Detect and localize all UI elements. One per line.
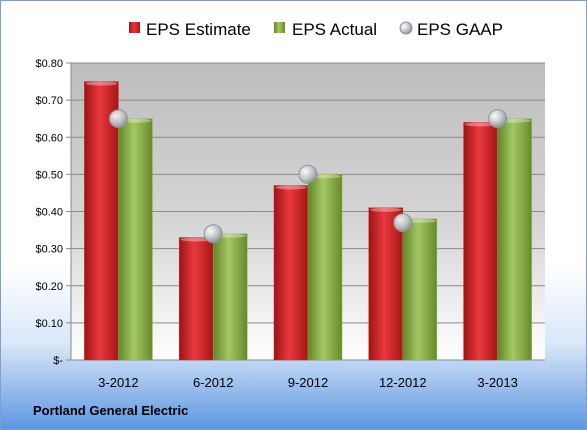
x-tick-label: 6-2012 bbox=[193, 375, 233, 390]
estimate-bar bbox=[368, 207, 404, 361]
estimate-bar bbox=[273, 185, 309, 361]
gaap-marker bbox=[108, 109, 128, 129]
y-tick-label: $0.10 bbox=[35, 318, 63, 330]
x-tick-label: 9-2012 bbox=[288, 375, 328, 390]
company-name: Portland General Electric bbox=[33, 403, 189, 418]
gaap-markers bbox=[108, 109, 508, 244]
estimate-bar-top bbox=[464, 122, 497, 127]
y-tick-label: $- bbox=[53, 355, 63, 367]
x-axis-ticks: 3-2012 6-2012 9-2012 12-2012 3-2013 bbox=[98, 375, 518, 390]
gaap-marker bbox=[298, 164, 318, 184]
estimate-bar-top bbox=[369, 207, 402, 212]
legend-actual-swatch bbox=[274, 22, 285, 33]
legend-estimate-label: EPS Estimate bbox=[146, 20, 251, 39]
actual-bar bbox=[118, 118, 153, 361]
estimate-bar bbox=[178, 237, 214, 361]
estimate-bar bbox=[84, 81, 119, 361]
actual-bar bbox=[402, 218, 438, 361]
estimate-bar-top bbox=[85, 81, 118, 86]
legend-estimate-swatch bbox=[129, 22, 140, 33]
legend-gaap-label: EPS GAAP bbox=[417, 20, 503, 39]
actual-bar bbox=[212, 233, 248, 361]
y-tick-label: $0.40 bbox=[35, 207, 63, 219]
gaap-marker bbox=[488, 109, 508, 129]
estimate-bar-top bbox=[180, 237, 213, 242]
gaap-marker bbox=[393, 213, 413, 233]
actual-bar bbox=[497, 118, 532, 361]
y-tick-label: $0.50 bbox=[35, 169, 63, 181]
estimate-bar bbox=[463, 122, 498, 361]
legend-actual-label: EPS Actual bbox=[292, 20, 377, 39]
y-tick-label: $0.70 bbox=[35, 95, 63, 107]
y-tick-label: $0.30 bbox=[35, 244, 63, 256]
x-tick-label: 12-2012 bbox=[379, 375, 427, 390]
bars bbox=[84, 81, 532, 361]
actual-bar bbox=[307, 174, 343, 361]
y-tick-label: $0.80 bbox=[35, 58, 63, 70]
y-axis-ticks: $- $0.10 $0.20 $0.30 $0.40 $0.50 $0.60 $0.70 $0.… bbox=[35, 58, 63, 367]
x-tick-label: 3-2013 bbox=[477, 375, 517, 390]
legend-gaap-marker bbox=[399, 21, 413, 35]
y-tick-label: $0.20 bbox=[35, 281, 63, 293]
legend: EPS Estimate EPS Actual EPS GAAP bbox=[129, 20, 503, 39]
estimate-bar-top bbox=[275, 185, 307, 190]
gaap-marker bbox=[203, 224, 223, 244]
y-tick-label: $0.60 bbox=[35, 132, 63, 144]
x-tick-label: 3-2012 bbox=[98, 375, 138, 390]
